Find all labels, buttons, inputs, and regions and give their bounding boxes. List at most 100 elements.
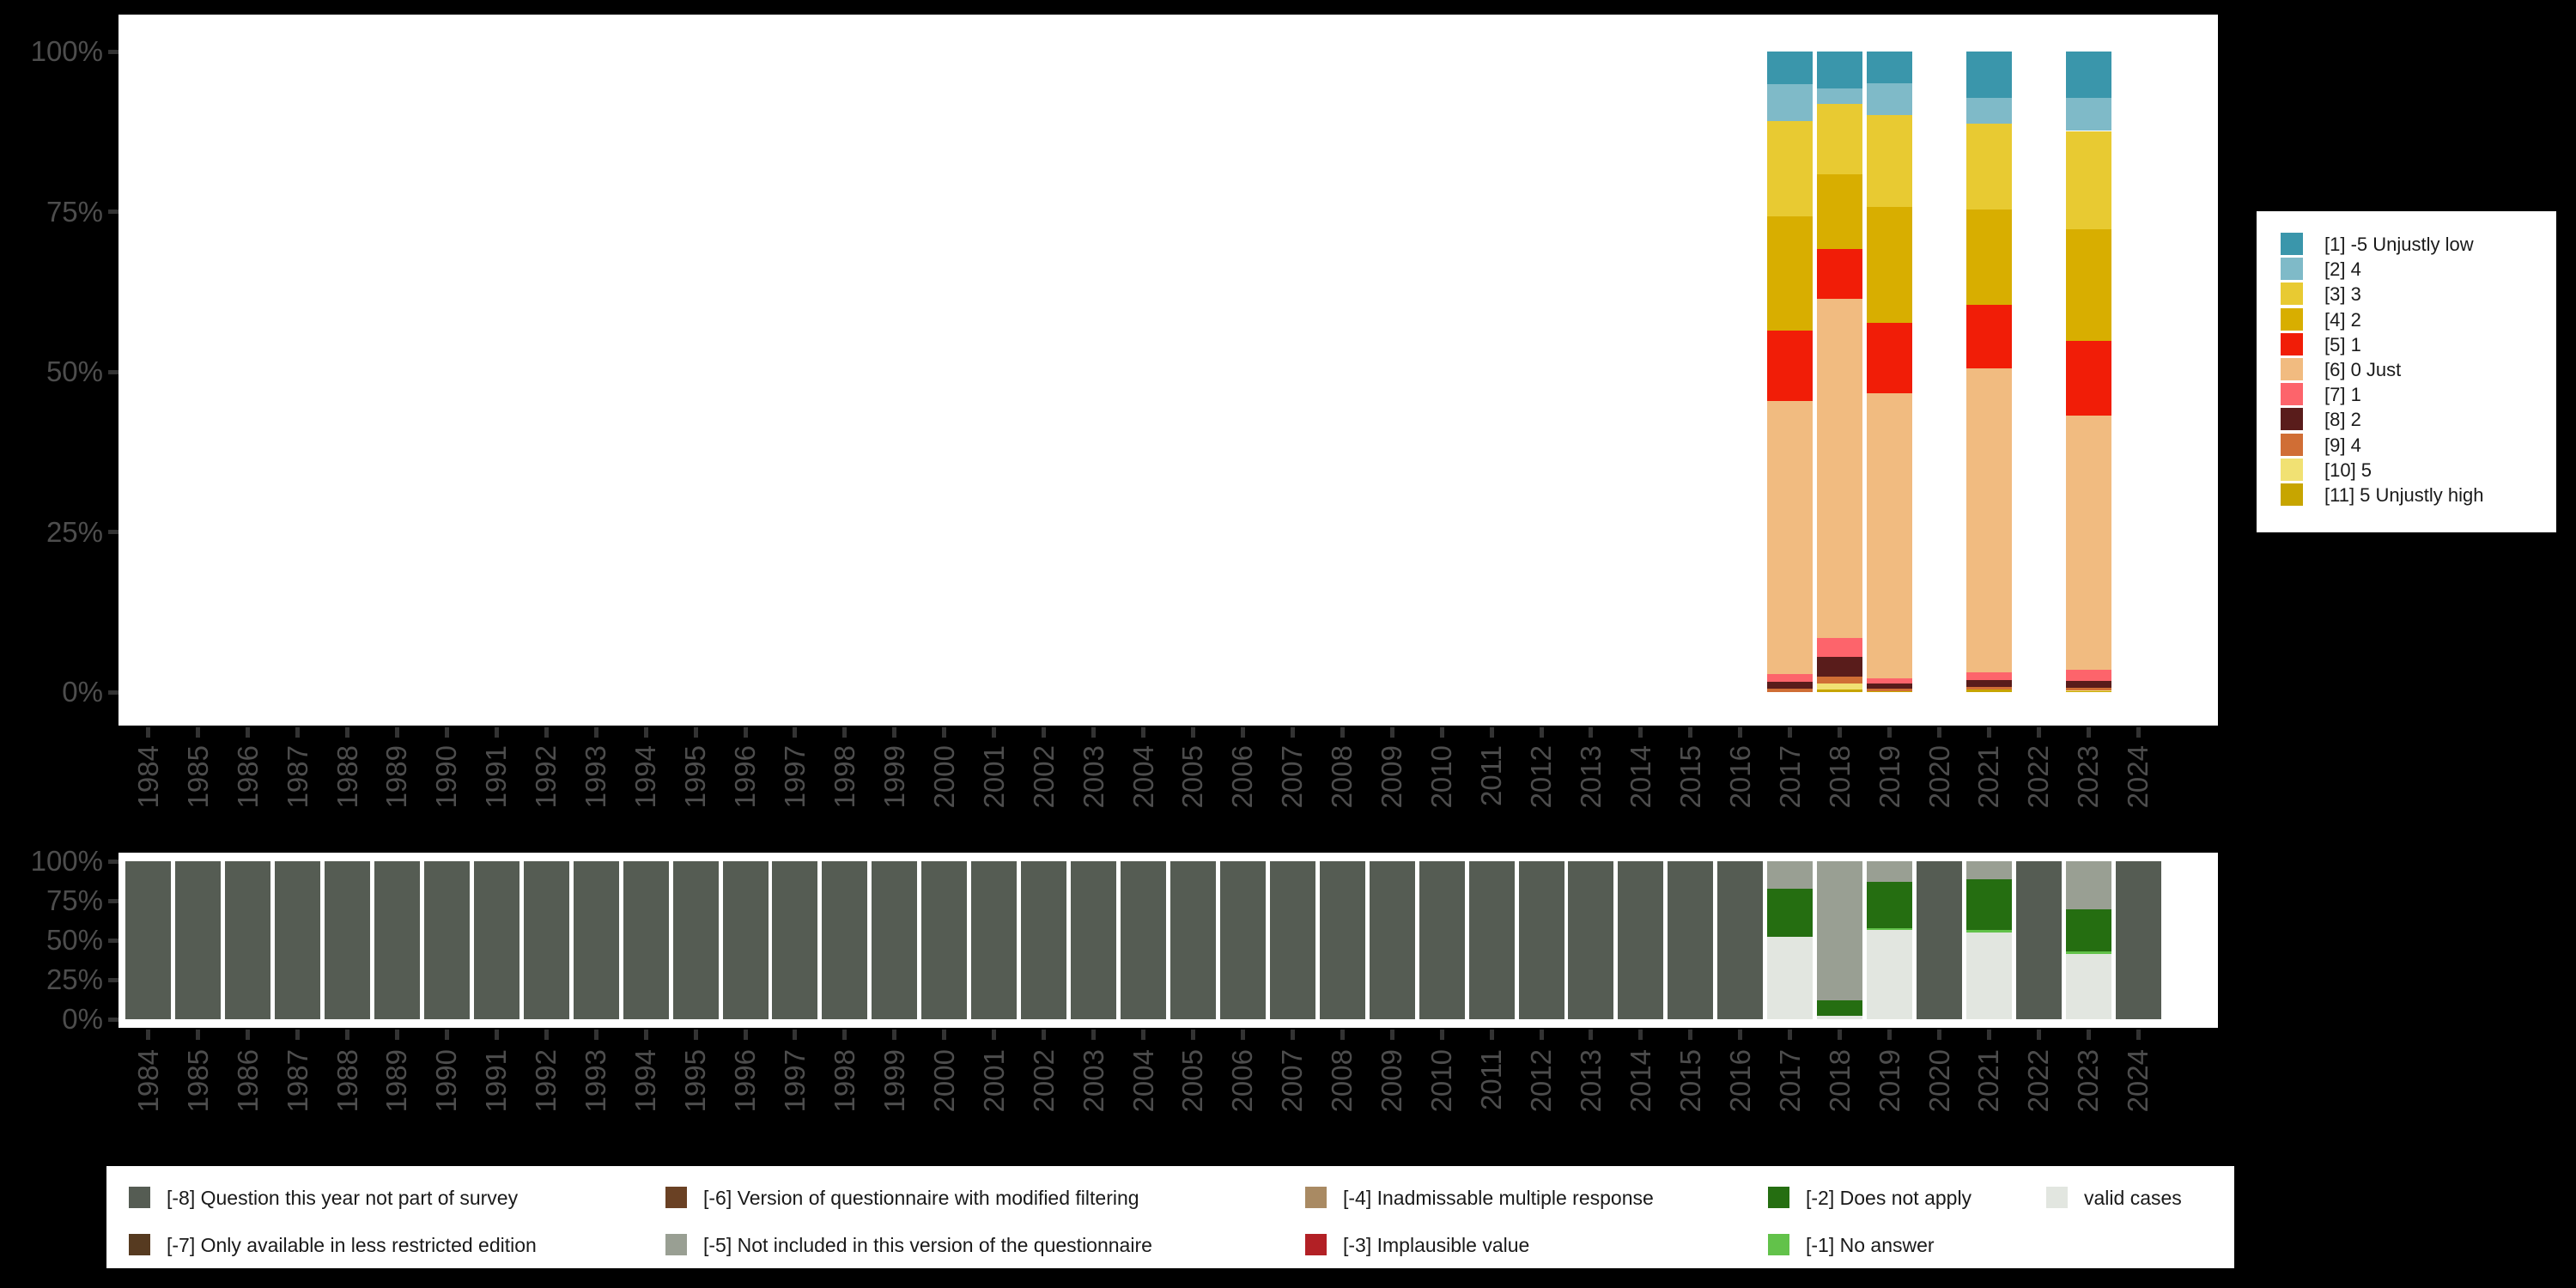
x-axis-tick [1340,727,1345,738]
x-axis-tick [1838,727,1843,738]
bar-segment [1965,123,2012,210]
bar-segment [1618,861,1664,1019]
bottom-chart-plot-area [118,853,2218,1028]
legend-swatch [1768,1187,1789,1208]
bar-segment [1568,861,1614,1019]
x-axis-year-label: 2000 [927,745,960,809]
x-axis-year-label: 1989 [380,1049,413,1113]
x-axis-tick [196,727,201,738]
legend-swatch [665,1187,687,1208]
x-axis-tick [743,727,748,738]
bar-segment [374,861,420,1019]
x-axis-year-label: 1994 [629,745,662,809]
legend-label: [-7] Only available in less restricted e… [167,1234,537,1256]
y-axis-label: 75% [46,195,103,228]
bar-segment [1170,861,1216,1019]
x-axis-year-label: 1987 [281,1049,313,1113]
x-axis-tick [494,1030,499,1040]
x-axis-year-label: 1992 [530,745,562,809]
bar-segment [921,861,968,1019]
x-axis-year-label: 2020 [1923,1049,1955,1113]
bar-segment [2065,97,2111,131]
y-axis-tick [108,938,118,943]
legend-label: [-6] Version of questionnaire with modif… [703,1187,1139,1209]
bar-segment [325,861,371,1019]
y-axis-tick [108,530,118,534]
x-axis-year-label: 2018 [1823,1049,1856,1113]
x-axis-year-label: 2008 [1326,1049,1358,1113]
top-chart-legend: [1] -5 Unjustly low [2] 4 [3] 3 [4] 2 [5] 1 [… [2257,211,2556,532]
legend-swatch [2281,307,2303,331]
bar-segment [1965,879,2012,931]
x-axis-year-label: 1984 [131,745,164,809]
bar-segment [175,861,222,1019]
bar-segment [1817,104,1863,175]
bar-segment [1817,656,1863,677]
x-axis-year-label: 2002 [1027,1049,1060,1113]
x-axis-tick [1141,727,1146,738]
x-axis-year-label: 1991 [480,1049,513,1113]
x-axis-tick [1141,1030,1146,1040]
bar-segment [1817,248,1863,299]
x-axis-year-label: 1988 [331,745,363,809]
x-axis-year-label: 2000 [927,1049,960,1113]
x-axis-tick [444,1030,449,1040]
bar-segment [1767,52,1814,85]
x-axis-year-label: 2003 [1077,1049,1109,1113]
bar-segment [1917,861,1963,1019]
bar-segment [1965,368,2012,672]
x-axis-year-label: 2004 [1127,745,1159,809]
x-axis-tick [1190,1030,1195,1040]
x-axis-year-label: 1993 [580,1049,612,1113]
y-axis-label: 50% [46,924,103,956]
legend-swatch [1305,1234,1327,1255]
x-axis-year-label: 2023 [2072,745,2105,809]
bar-segment [1965,932,2012,1019]
bar-segment [1867,52,1913,84]
bar-segment [1965,679,2012,688]
x-axis-year-label: 1994 [629,1049,662,1113]
bar-segment [1867,928,1913,931]
bar-segment [623,861,669,1019]
x-axis-year-label: 1984 [131,1049,164,1113]
bar-segment [1867,689,1913,691]
x-axis-year-label: 2017 [1773,745,1806,809]
x-axis-year-label: 2013 [1574,745,1607,809]
bar-segment [1867,114,1913,207]
bar-segment [1767,331,1814,401]
legend-swatch [2281,283,2303,306]
x-axis-tick [295,727,301,738]
bar-segment [275,861,321,1019]
x-axis-year-label: 2009 [1376,745,1408,809]
bar-segment [1965,52,2012,98]
bar-segment [2065,908,2111,951]
x-axis-year-label: 1999 [878,745,910,809]
bar-segment [573,861,619,1019]
x-axis-tick [1589,727,1594,738]
bar-segment [2065,690,2111,692]
bar-segment [2065,415,2111,670]
bar-segment [1468,861,1515,1019]
legend-label: [1] -5 Unjustly low [2324,234,2474,255]
x-axis-tick [1638,1030,1643,1040]
x-axis-year-label: 2005 [1176,745,1209,809]
bar-segment [1867,881,1913,928]
legend-label: [2] 4 [2324,258,2361,281]
y-axis-label: 75% [46,884,103,916]
x-axis-year-label: 2021 [1972,1049,2005,1113]
legend-swatch [665,1234,687,1255]
legend-swatch [2046,1187,2068,1208]
bar-segment [1817,88,1863,105]
legend-label: [5] 1 [2324,333,2361,355]
x-axis-year-label: 1985 [181,745,214,809]
legend-label: [4] 2 [2324,308,2361,331]
x-axis-tick [1738,727,1743,738]
x-axis-year-label: 2005 [1176,1049,1209,1113]
bar-segment [1965,671,2012,680]
x-axis-tick [1091,1030,1097,1040]
bar-segment [1817,637,1863,657]
x-axis-year-label: 1989 [380,745,413,809]
bar-segment [1817,683,1863,690]
x-axis-tick [544,727,549,738]
y-axis-label: 0% [62,1003,103,1035]
